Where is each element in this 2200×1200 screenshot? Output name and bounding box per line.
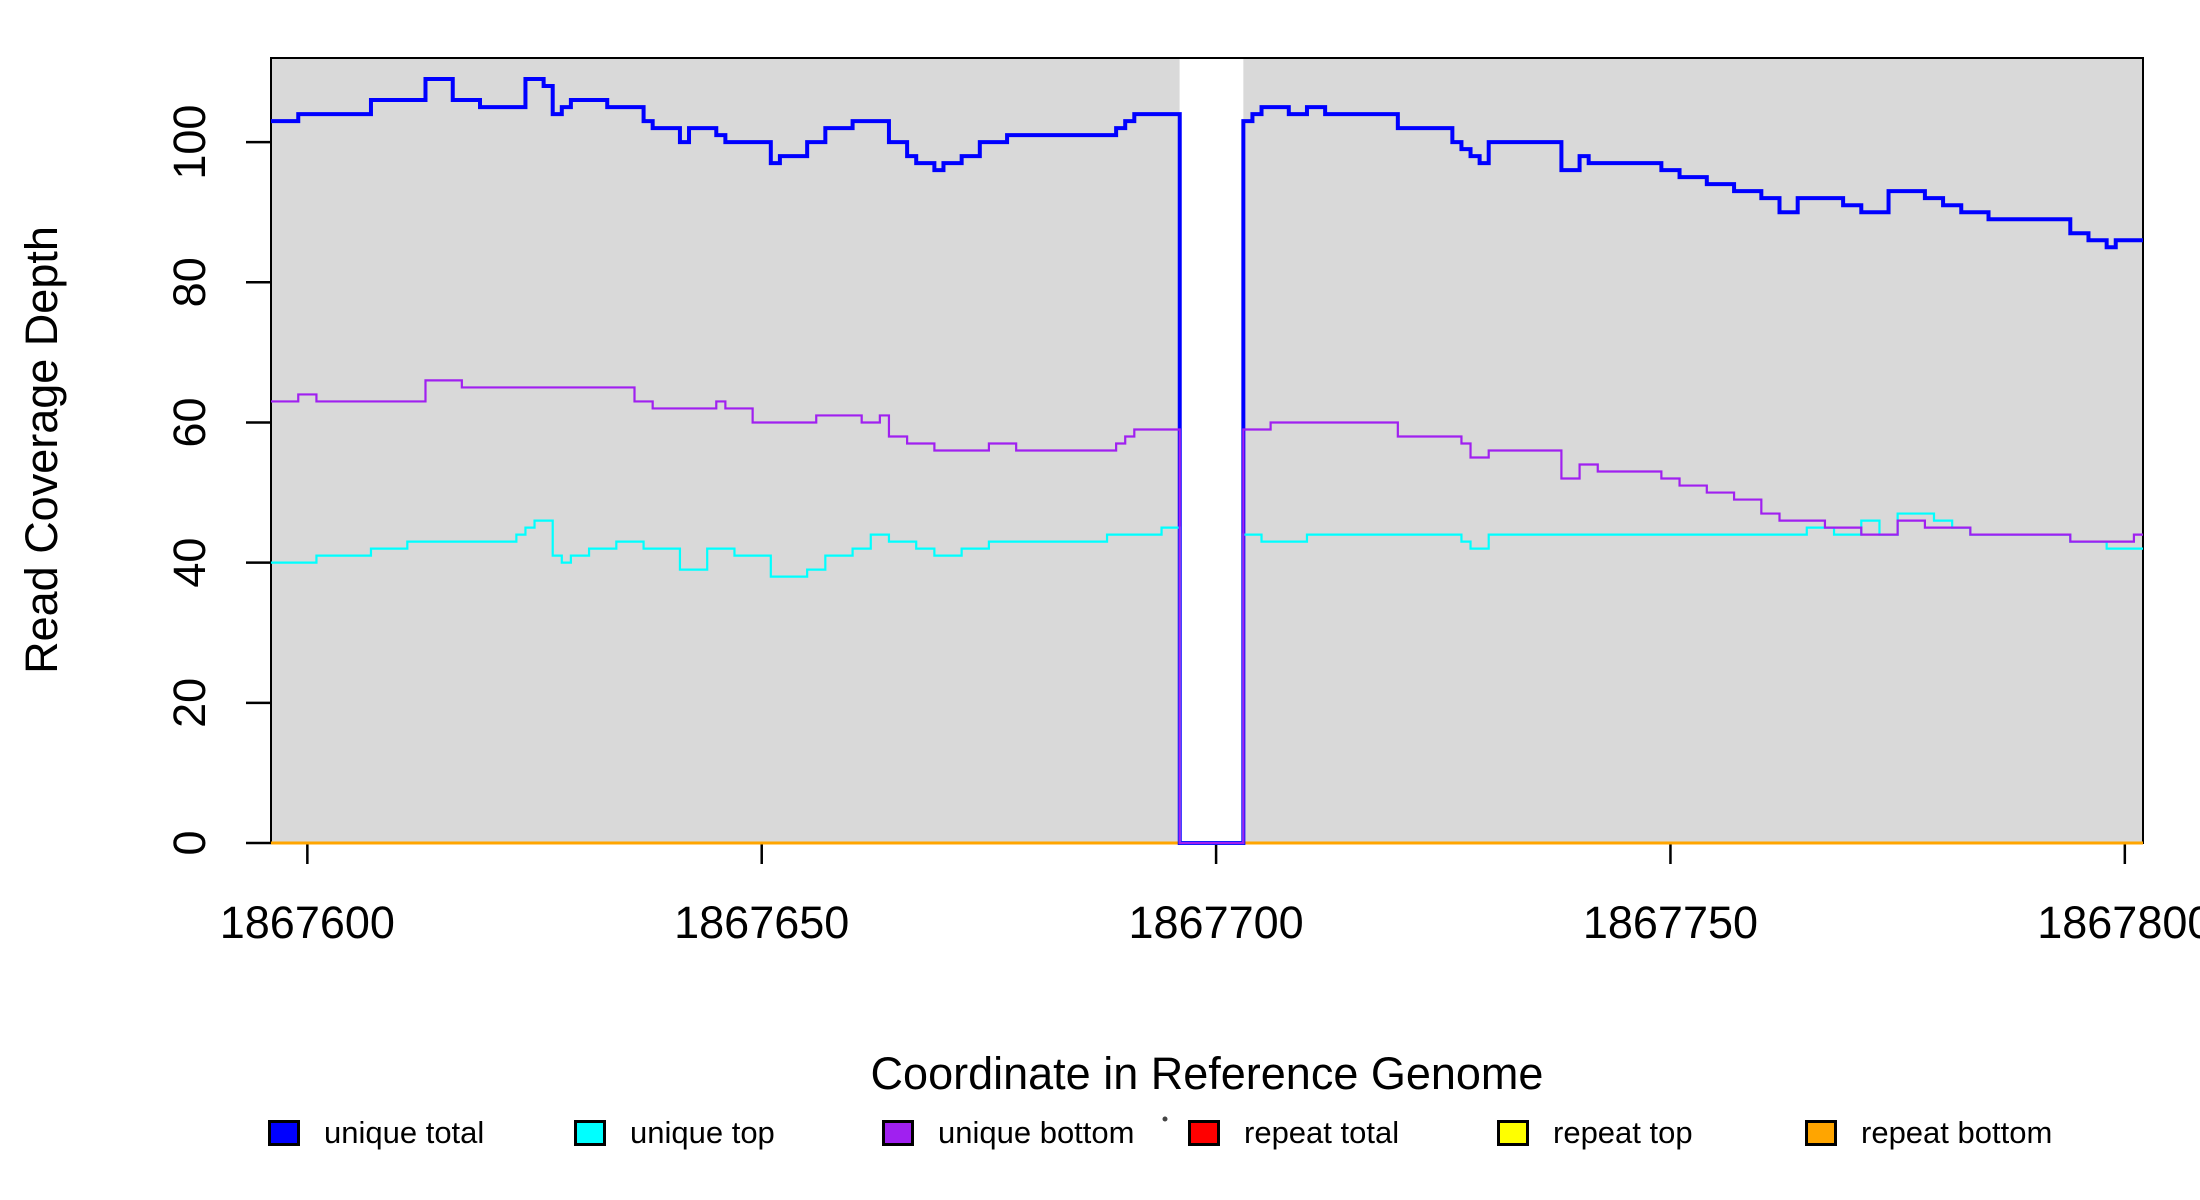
- legend-label: repeat bottom: [1861, 1115, 2053, 1150]
- legend-item-repeat-total: repeat total: [1188, 1113, 1399, 1153]
- legend-label: repeat top: [1553, 1115, 1693, 1150]
- legend-label: unique total: [324, 1115, 485, 1150]
- x-tick-label: 1867800: [2037, 897, 2200, 948]
- x-tick-label: 1867750: [1583, 897, 1758, 948]
- legend-swatch-repeat-total: [1188, 1120, 1220, 1146]
- legend-item-repeat-bottom: repeat bottom: [1805, 1113, 2052, 1153]
- x-tick-label: 1867600: [220, 897, 395, 948]
- x-tick-label: 1867700: [1128, 897, 1303, 948]
- y-tick-label: 0: [164, 830, 215, 855]
- y-axis-title: Read Coverage Depth: [16, 226, 67, 674]
- y-tick-label: 80: [164, 257, 215, 307]
- x-tick-label: 1867650: [674, 897, 849, 948]
- legend-item-unique-bottom: unique bottom: [882, 1113, 1134, 1153]
- y-tick-label: 40: [164, 538, 215, 588]
- legend-swatch-unique-bottom: [882, 1120, 914, 1146]
- series-line-unique-top: [271, 512, 2143, 845]
- legend-label: unique bottom: [938, 1115, 1135, 1150]
- legend-item-unique-top: unique top: [574, 1113, 775, 1153]
- legend-swatch-repeat-bottom: [1805, 1120, 1837, 1146]
- legend-item-repeat-top: repeat top: [1497, 1113, 1693, 1153]
- stray-dot-artifact: [1162, 1116, 1168, 1122]
- plot-background-right: [1243, 58, 2143, 843]
- y-tick-label: 20: [164, 678, 215, 728]
- legend-label: unique top: [630, 1115, 775, 1150]
- legend-swatch-repeat-top: [1497, 1120, 1529, 1146]
- series-line-unique-bottom: [271, 379, 2143, 845]
- legend-swatch-unique-total: [268, 1120, 300, 1146]
- y-tick-label: 60: [164, 397, 215, 447]
- y-tick-label: 100: [164, 105, 215, 180]
- legend-label: repeat total: [1244, 1115, 1400, 1150]
- legend-swatch-unique-top: [574, 1120, 606, 1146]
- zero-coverage-gap-band: [1179, 58, 1244, 843]
- legend-item-unique-total: unique total: [268, 1113, 484, 1153]
- x-axis-title: Coordinate in Reference Genome: [870, 1048, 1544, 1099]
